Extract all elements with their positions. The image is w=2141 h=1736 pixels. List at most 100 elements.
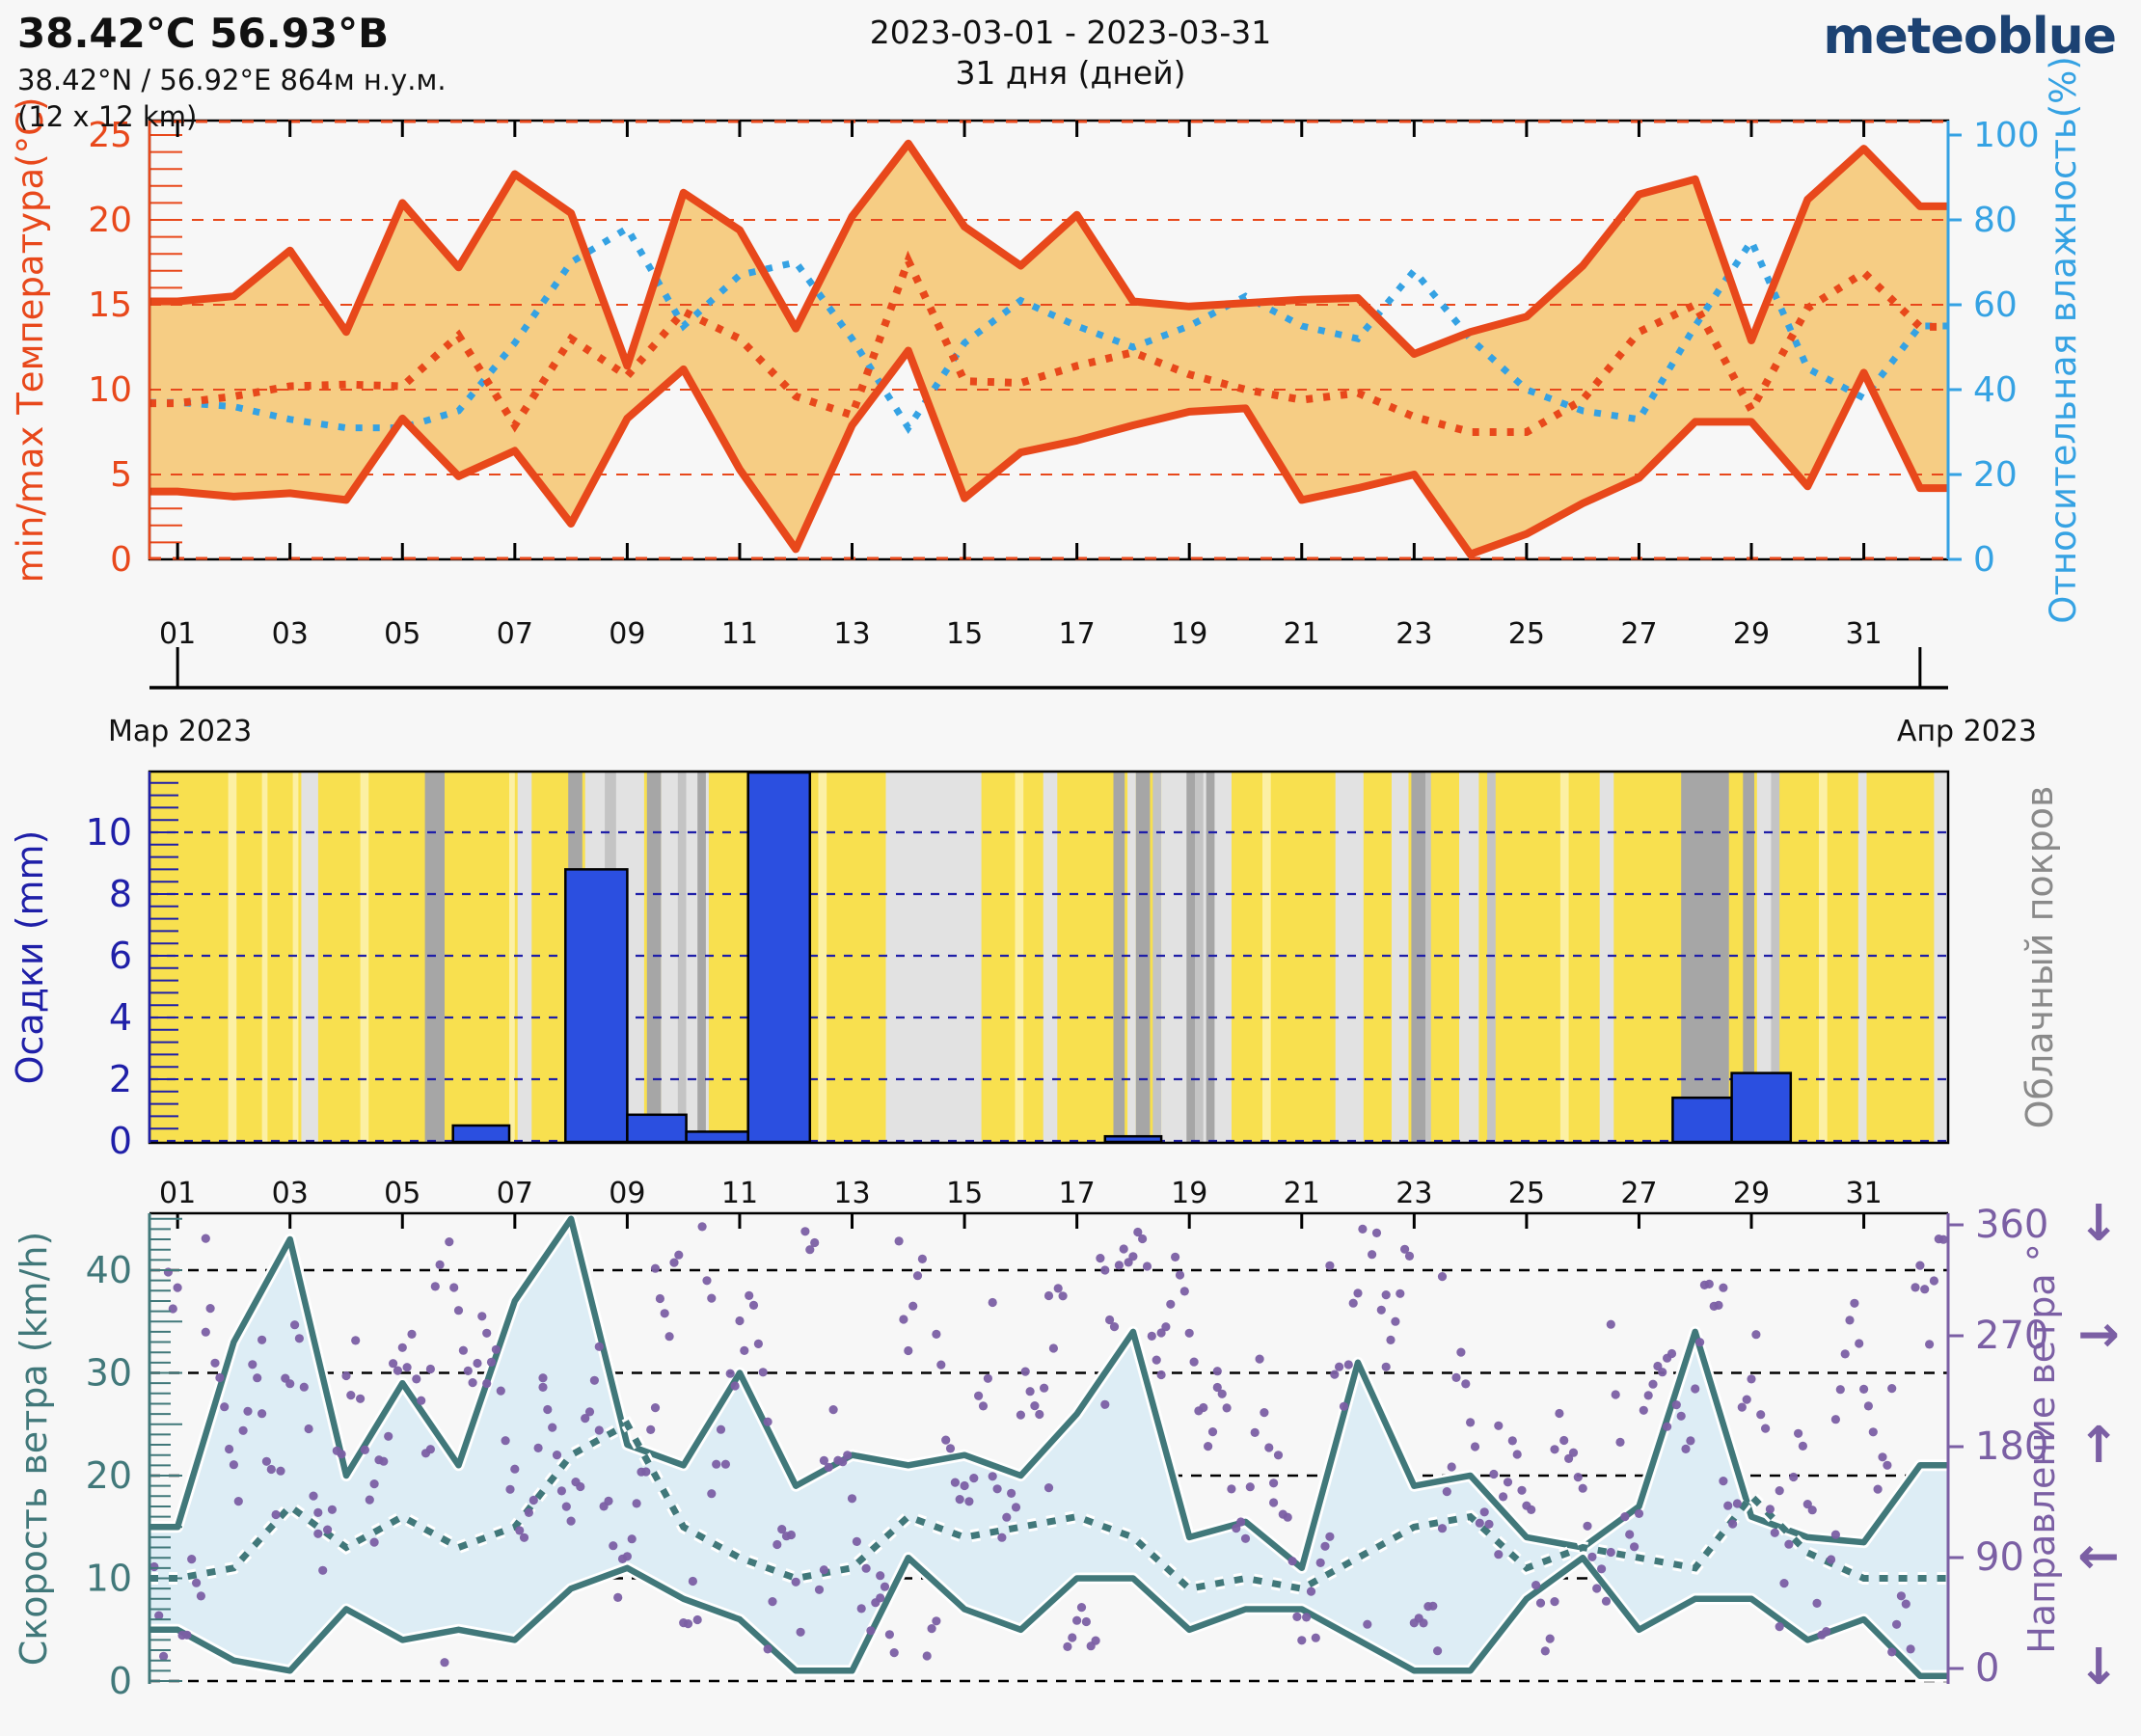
direction-tick-label: 180: [1975, 1424, 2048, 1469]
x-tick-label-wind: 11: [721, 1177, 758, 1210]
x-tick-label: 27: [1620, 617, 1657, 651]
cloud-band-faint: [818, 773, 827, 1142]
cloud-band-faint: [1262, 773, 1271, 1142]
cloud-band-mid: [677, 773, 687, 1142]
page-title: 38.42°C 56.93°В: [17, 10, 390, 57]
x-tick-label: 15: [946, 617, 983, 651]
direction-tick-label: 360: [1975, 1203, 2048, 1247]
humidity-tick-label: 80: [1973, 201, 2018, 240]
precip-tick-label: 4: [109, 996, 132, 1039]
x-tick-label-wind: 25: [1508, 1177, 1545, 1210]
humidity-tick-label: 0: [1973, 540, 1995, 580]
mean-wind-line: [149, 1420, 1948, 1592]
direction-tick-label: 270: [1975, 1314, 2048, 1358]
grid-resolution: (12 x 12 km): [17, 100, 198, 133]
cloud-band-dark: [1681, 773, 1729, 1142]
humidity-tick-label: 60: [1973, 285, 2018, 325]
wind-direction-arrow-icon: ↓: [2077, 1195, 2120, 1253]
x-tick-label-wind: 01: [159, 1177, 196, 1210]
direction-tick-label: 90: [1975, 1535, 2024, 1580]
x-tick-label: 11: [721, 617, 758, 651]
x-tick-label-wind: 31: [1845, 1177, 1882, 1210]
precipitation-bar: [746, 771, 812, 1144]
temp-tick-label: 10: [88, 370, 132, 410]
cloud-band-dark: [424, 773, 445, 1142]
x-tick-label-wind: 19: [1171, 1177, 1207, 1210]
x-tick-label-wind: 15: [946, 1177, 983, 1210]
cloud-band-dark: [1411, 773, 1425, 1142]
cloud-band-mid: [1195, 773, 1204, 1142]
x-tick-label: 29: [1733, 617, 1770, 651]
cloud-band-faint: [509, 773, 515, 1142]
cloud-axis-title: Облачный покров: [2019, 786, 2061, 1129]
wind-tick-label: 0: [109, 1660, 132, 1702]
x-tick-label-wind: 21: [1284, 1177, 1320, 1210]
precip-tick-label: 2: [109, 1058, 132, 1100]
x-tick-label-wind: 05: [384, 1177, 420, 1210]
cloud-band-mid: [1487, 773, 1496, 1142]
cloud-band-light: [1599, 773, 1614, 1142]
cloud-band-dark: [697, 773, 706, 1142]
cloud-band-dark: [1135, 773, 1151, 1142]
cloud-band-dark: [1743, 773, 1754, 1142]
humidity-line: [149, 223, 1948, 435]
precip-tick-label: 8: [109, 873, 132, 915]
cloud-band-dark: [1186, 773, 1195, 1142]
precipitation-bar: [685, 1130, 749, 1144]
humidity-axis-title: Относительная влажность(%): [2043, 56, 2084, 624]
cloud-band-faint: [228, 773, 237, 1142]
x-tick-label: 25: [1508, 617, 1545, 651]
x-tick-label-wind: 07: [497, 1177, 533, 1210]
timeline-month-start: Мар 2023: [108, 715, 252, 748]
min-temp-line: [149, 346, 1948, 558]
x-tick-label: 21: [1284, 617, 1320, 651]
meteoblue-logo: meteoblue: [1823, 8, 2117, 66]
max-temp-line: [149, 139, 1948, 370]
cloud-band-faint: [360, 773, 369, 1142]
x-tick-label-wind: 09: [609, 1177, 645, 1210]
x-tick-label: 07: [497, 617, 533, 651]
cloud-band-faint: [292, 773, 299, 1142]
precip-tick-label: 10: [86, 811, 132, 854]
cloud-band-light: [1459, 773, 1479, 1142]
cloud-band-dark: [646, 773, 662, 1142]
coordinates-elevation: 38.42°N / 56.92°E 864м н.у.м.: [17, 64, 447, 96]
direction-axis-title: Направление ветра °: [2020, 1243, 2063, 1654]
cloud-band-light: [1392, 773, 1409, 1142]
cloud-band-dark: [1113, 773, 1125, 1142]
precipitation-bar: [1730, 1071, 1793, 1144]
temp-tick-label: 15: [88, 285, 132, 325]
humidity-tick-label: 20: [1973, 455, 2018, 495]
precipitation-bar: [1103, 1134, 1163, 1144]
direction-tick-label: 0: [1975, 1646, 1999, 1691]
temp-tick-label: 0: [110, 540, 132, 580]
x-tick-label-wind: 17: [1059, 1177, 1096, 1210]
x-tick-label-wind: 27: [1620, 1177, 1657, 1210]
cloud-band-light: [517, 773, 532, 1142]
timeline-month-end: Апр 2023: [1897, 715, 2037, 748]
x-tick-label: 23: [1396, 617, 1432, 651]
precip-axis-title: Осадки (mm): [9, 830, 51, 1085]
wind-direction-arrow-icon: ←: [2077, 1528, 2120, 1586]
wind-direction-arrow-icon: →: [2077, 1306, 2120, 1364]
wind-tick-label: 20: [86, 1454, 132, 1497]
x-tick-label: 01: [159, 617, 196, 651]
cloud-band-light: [1934, 773, 1948, 1142]
date-range: 2023-03-01 - 2023-03-31: [869, 14, 1272, 51]
precip-tick-label: 6: [109, 935, 132, 977]
max-wind-line: [149, 1215, 1948, 1572]
temp-tick-label: 25: [88, 116, 132, 155]
cloud-band-light: [1335, 773, 1364, 1142]
precipitation-bar: [626, 1113, 688, 1144]
precip-tick-label: 0: [109, 1120, 132, 1162]
cloud-band-light: [885, 773, 982, 1142]
x-tick-label-wind: 03: [272, 1177, 309, 1210]
wind-axis-title: Скорость ветра (km/h): [13, 1232, 55, 1667]
x-tick-label: 19: [1171, 617, 1207, 651]
cloud-band-mid: [1152, 773, 1161, 1142]
cloud-band-faint: [1819, 773, 1828, 1142]
humidity-tick-label: 40: [1973, 370, 2018, 410]
cloud-band-mid: [1771, 773, 1780, 1142]
